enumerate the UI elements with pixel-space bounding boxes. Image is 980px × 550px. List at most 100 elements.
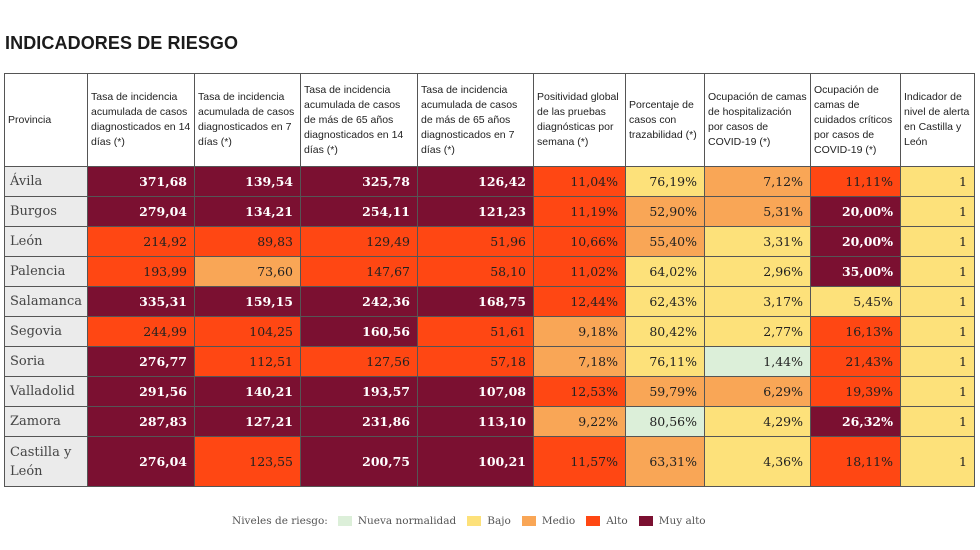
value-cell: 4,36% (704, 436, 811, 487)
value-cell: 57,18 (417, 346, 534, 377)
province-cell: León (4, 226, 88, 257)
value-cell: 112,51 (194, 346, 301, 377)
table-body: Ávila 371,68 139,54 325,78 126,42 11,04% 76,19… (4, 166, 975, 487)
value-cell: 5,45% (810, 286, 901, 317)
value-cell: 6,29% (704, 376, 811, 407)
table-row: Salamanca 335,31 159,15 242,36 168,75 12,44% 6… (4, 286, 975, 317)
value-cell: 3,31% (704, 226, 811, 257)
table-row: Burgos 279,04 134,21 254,11 121,23 11,19% 52,9… (4, 196, 975, 227)
value-cell: 127,21 (194, 406, 301, 437)
value-cell: 62,43% (625, 286, 705, 317)
value-cell: 214,92 (87, 226, 195, 257)
value-cell: 1 (900, 286, 975, 317)
value-cell: 107,08 (417, 376, 534, 407)
value-cell: 193,57 (300, 376, 418, 407)
value-cell: 371,68 (87, 166, 195, 197)
legend-item-muyalto: Muy alto (638, 515, 706, 527)
header-trazabilidad: Porcentaje de casos con trazabilidad (*) (625, 73, 705, 167)
value-cell: 2,77% (704, 316, 811, 347)
value-cell: 147,67 (300, 256, 418, 287)
value-cell: 9,18% (533, 316, 626, 347)
legend-swatch (586, 516, 601, 526)
value-cell: 100,21 (417, 436, 534, 487)
legend-item-medio: Medio (521, 515, 576, 527)
value-cell: 1 (900, 436, 975, 487)
value-cell: 1 (900, 166, 975, 197)
value-cell: 11,02% (533, 256, 626, 287)
value-cell: 1 (900, 256, 975, 287)
header-incidencia-14d: Tasa de incidencia acumulada de casos di… (87, 73, 195, 167)
value-cell: 160,56 (300, 316, 418, 347)
legend-item-label: Bajo (487, 515, 511, 527)
value-cell: 244,99 (87, 316, 195, 347)
value-cell: 20,00% (810, 226, 901, 257)
value-cell: 11,19% (533, 196, 626, 227)
legend-items: Nueva normalidad Bajo Medio Alto Muy alto (337, 515, 717, 527)
province-cell: Castilla y León (4, 436, 88, 487)
province-cell: Segovia (4, 316, 88, 347)
value-cell: 20,00% (810, 196, 901, 227)
value-cell: 276,04 (87, 436, 195, 487)
header-ocupacion-criticos: Ocupación de camas de cuidados críticos … (810, 73, 901, 167)
value-cell: 3,17% (704, 286, 811, 317)
value-cell: 335,31 (87, 286, 195, 317)
value-cell: 80,42% (625, 316, 705, 347)
value-cell: 1 (900, 346, 975, 377)
table-row: Zamora 287,83 127,21 231,86 113,10 9,22% 80,56… (4, 406, 975, 437)
value-cell: 12,53% (533, 376, 626, 407)
value-cell: 1 (900, 376, 975, 407)
legend-item-label: Medio (541, 515, 576, 527)
value-cell: 254,11 (300, 196, 418, 227)
value-cell: 287,83 (87, 406, 195, 437)
risk-legend: Niveles de riesgo: Nueva normalidad Bajo M… (232, 515, 717, 527)
risk-indicators-table: Provincia Tasa de incidencia acumulada d… (4, 73, 975, 487)
value-cell: 12,44% (533, 286, 626, 317)
value-cell: 140,21 (194, 376, 301, 407)
value-cell: 5,31% (704, 196, 811, 227)
value-cell: 1 (900, 316, 975, 347)
value-cell: 26,32% (810, 406, 901, 437)
value-cell: 104,25 (194, 316, 301, 347)
value-cell: 123,55 (194, 436, 301, 487)
table-row: Ávila 371,68 139,54 325,78 126,42 11,04% 76,19… (4, 166, 975, 197)
province-cell: Ávila (4, 166, 88, 197)
value-cell: 11,57% (533, 436, 626, 487)
value-cell: 193,99 (87, 256, 195, 287)
value-cell: 139,54 (194, 166, 301, 197)
table-header-row: Provincia Tasa de incidencia acumulada d… (4, 73, 975, 167)
value-cell: 1 (900, 226, 975, 257)
value-cell: 129,49 (300, 226, 418, 257)
legend-swatch (337, 516, 352, 526)
header-incidencia-7d: Tasa de incidencia acumulada de casos di… (194, 73, 301, 167)
value-cell: 35,00% (810, 256, 901, 287)
header-ocupacion-hospitalizacion: Ocupación de camas de hospitalización po… (704, 73, 811, 167)
value-cell: 64,02% (625, 256, 705, 287)
value-cell: 276,77 (87, 346, 195, 377)
header-provincia: Provincia (4, 73, 88, 167)
table-row: Soria 276,77 112,51 127,56 57,18 7,18% 76,11% 1… (4, 346, 975, 377)
province-cell: Palencia (4, 256, 88, 287)
value-cell: 7,12% (704, 166, 811, 197)
value-cell: 18,11% (810, 436, 901, 487)
value-cell: 159,15 (194, 286, 301, 317)
value-cell: 325,78 (300, 166, 418, 197)
value-cell: 11,11% (810, 166, 901, 197)
province-cell: Zamora (4, 406, 88, 437)
value-cell: 52,90% (625, 196, 705, 227)
value-cell: 10,66% (533, 226, 626, 257)
value-cell: 127,56 (300, 346, 418, 377)
legend-item-label: Alto (606, 515, 628, 527)
province-cell: Soria (4, 346, 88, 377)
legend-item-nueva: Nueva normalidad (337, 515, 457, 527)
value-cell: 279,04 (87, 196, 195, 227)
value-cell: 1 (900, 196, 975, 227)
legend-item-label: Nueva normalidad (357, 515, 457, 527)
value-cell: 126,42 (417, 166, 534, 197)
legend-label: Niveles de riesgo: (232, 515, 328, 527)
value-cell: 89,83 (194, 226, 301, 257)
value-cell: 291,56 (87, 376, 195, 407)
value-cell: 63,31% (625, 436, 705, 487)
legend-item-label: Muy alto (658, 515, 706, 527)
value-cell: 242,36 (300, 286, 418, 317)
value-cell: 51,61 (417, 316, 534, 347)
